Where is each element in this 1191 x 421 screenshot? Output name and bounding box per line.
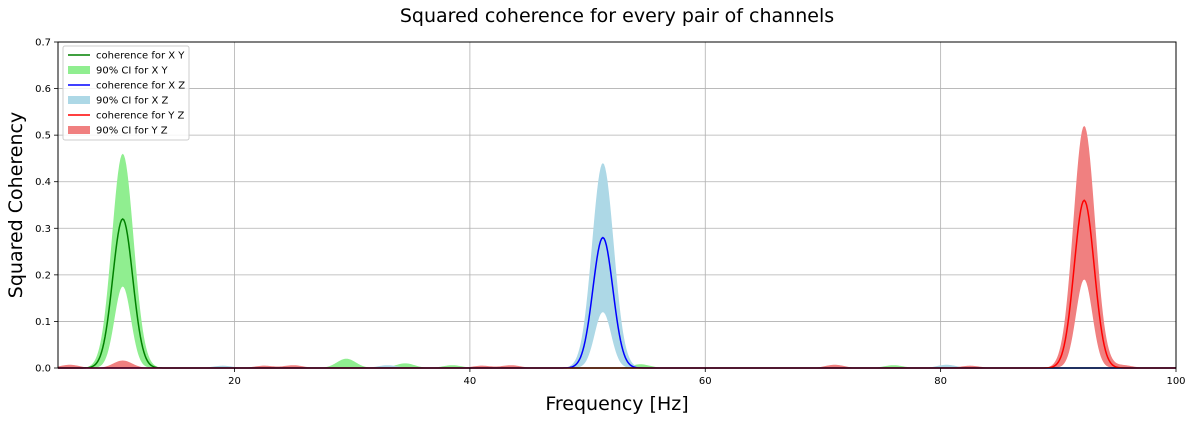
- legend-box: [62, 45, 190, 141]
- legend-band-swatch: [68, 96, 90, 104]
- legend-band-swatch: [68, 66, 90, 74]
- x-axis-label: Frequency [Hz]: [545, 393, 688, 415]
- x-axis-ticks: 20 40 60 80 100: [228, 368, 1186, 387]
- chart-title: Squared coherence for every pair of chan…: [400, 5, 834, 27]
- y-tick-label: 0.6: [35, 84, 51, 95]
- legend-entry-line: coherence for X Y: [96, 51, 185, 62]
- legend: coherence for X Y 90% CI for X Y coherence…: [62, 45, 190, 141]
- y-tick-label: 0.0: [35, 364, 51, 375]
- y-tick-label: 0.4: [35, 177, 51, 188]
- y-tick-label: 0.2: [35, 270, 51, 281]
- x-tick-label: 20: [228, 376, 241, 387]
- legend-entry-ci: 90% CI for X Z: [96, 96, 168, 107]
- y-tick-label: 0.1: [35, 317, 51, 328]
- y-axis-label: Squared Coherency: [5, 112, 27, 298]
- legend-entry-line: coherence for X Z: [96, 81, 185, 92]
- legend-entry-line: coherence for Y Z: [96, 111, 185, 122]
- x-tick-label: 100: [1166, 376, 1185, 387]
- x-tick-label: 60: [699, 376, 712, 387]
- ci-band-2: [58, 163, 1176, 368]
- y-tick-label: 0.5: [35, 131, 51, 142]
- y-axis-ticks: 0.0 0.1 0.2 0.3 0.4 0.5 0.6 0.7: [35, 38, 58, 375]
- legend-band-swatch: [68, 126, 90, 134]
- x-tick-label: 40: [464, 376, 477, 387]
- plot-area-frame: [57, 41, 1177, 369]
- y-tick-label: 0.3: [35, 224, 51, 235]
- legend-entry-ci: 90% CI for Y Z: [96, 126, 168, 137]
- y-tick-label: 0.7: [35, 38, 51, 49]
- x-tick-label: 80: [934, 376, 947, 387]
- legend-entry-ci: 90% CI for X Y: [96, 66, 168, 77]
- ci-bands: [58, 125, 1176, 368]
